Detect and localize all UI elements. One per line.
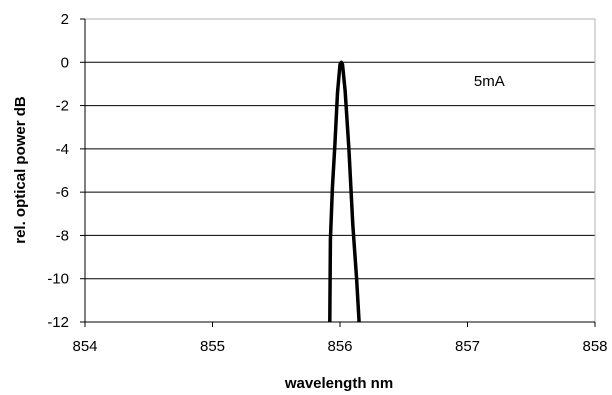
annotation-0: 5mA [474, 73, 505, 90]
y-tick-label-1: 0 [61, 54, 69, 71]
x-tick-label-0: 854 [72, 338, 97, 355]
y-axis-ticks: 2 0 -2 -4 -6 -8 -10 -12 [47, 11, 85, 331]
y-tick-label-2: -2 [56, 98, 69, 115]
series-line-0 [328, 60, 361, 323]
y-tick-label-7: -12 [47, 314, 69, 331]
annotations: 5mA [474, 73, 505, 90]
x-tick-label-2: 856 [327, 338, 352, 355]
x-tick-label-1: 855 [200, 338, 225, 355]
y-tick-label-4: -6 [56, 184, 69, 201]
y-axis-title: rel. optical power dB [12, 96, 29, 244]
series-group [328, 60, 361, 323]
y-tick-label-0: 2 [61, 11, 69, 28]
x-tick-label-4: 858 [582, 338, 607, 355]
y-tick-label-3: -4 [56, 141, 69, 158]
x-tick-label-3: 857 [455, 338, 480, 355]
x-axis-ticks: 854 855 856 857 858 [72, 322, 608, 355]
y-tick-label-5: -8 [56, 227, 69, 244]
y-tick-label-6: -10 [47, 271, 69, 288]
gridlines [85, 61, 595, 280]
x-axis-title: wavelength nm [284, 375, 393, 392]
